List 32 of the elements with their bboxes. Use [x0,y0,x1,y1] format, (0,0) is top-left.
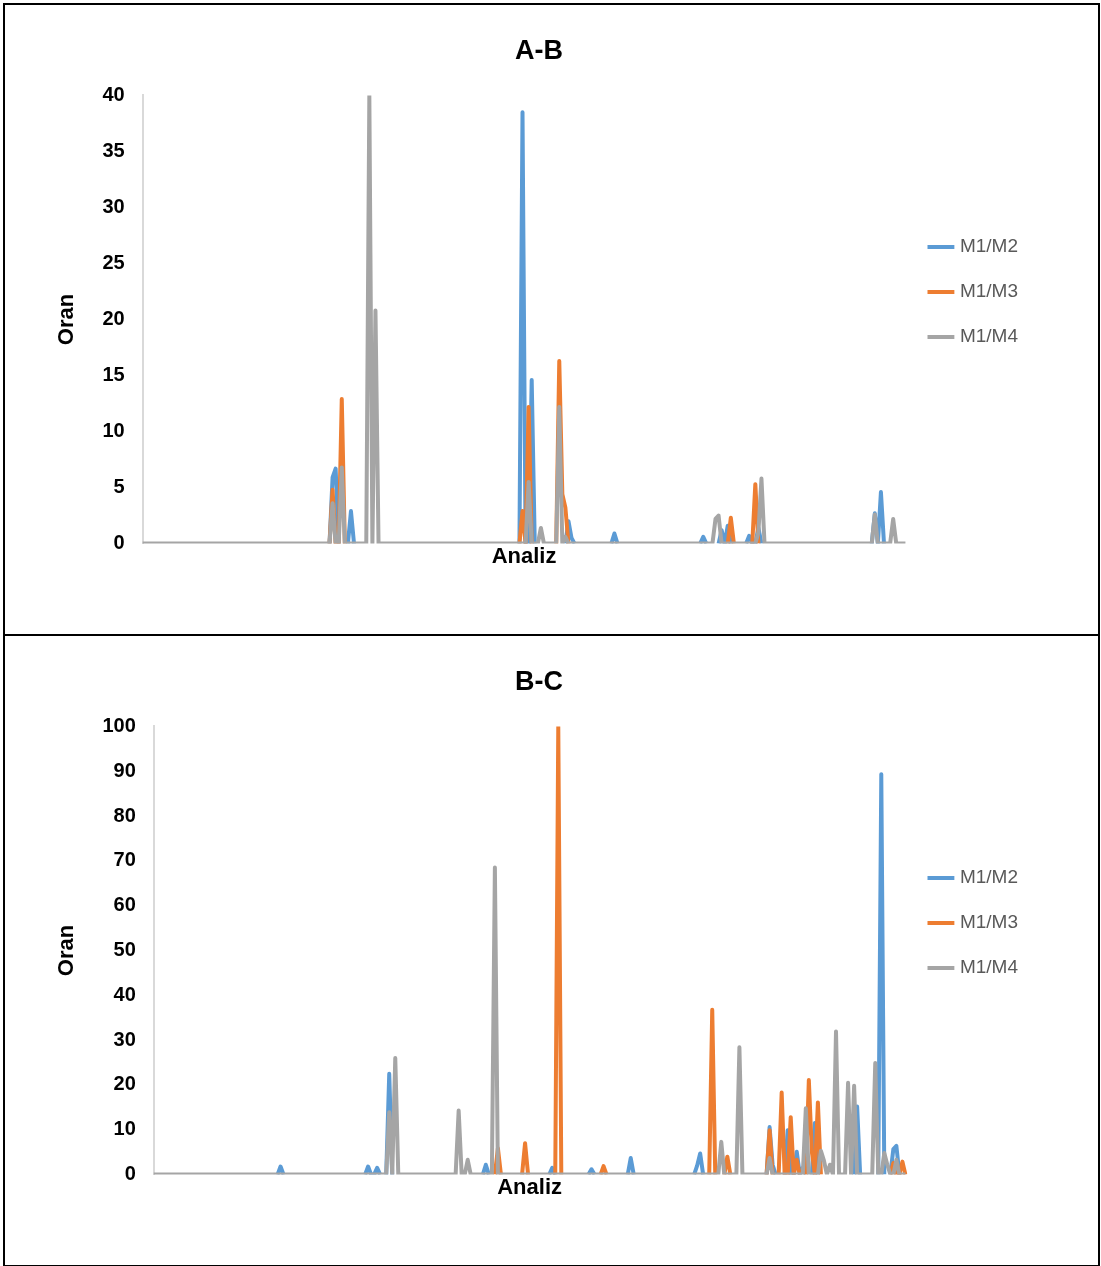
legend-label: M1/M4 [959,325,1019,347]
y-tick-label: 0 [124,1162,136,1185]
y-tick-label: 10 [102,419,125,442]
y-tick-label: 20 [102,307,125,330]
y-tick-label: 60 [113,893,136,916]
chart-title: A-B [515,34,563,65]
y-tick-label: 80 [113,803,136,826]
legend-label: M1/M3 [959,911,1019,933]
y-tick-label: 100 [102,713,136,736]
legend-label: M1/M2 [959,235,1019,257]
y-axis-title: Oran [53,924,79,977]
legend-label: M1/M3 [959,280,1019,302]
y-tick-label: 30 [102,194,125,217]
y-tick-label: 25 [102,250,125,273]
y-tick-label: 50 [113,938,136,961]
y-tick-label: 90 [113,758,136,781]
y-tick-label: 30 [113,1027,136,1050]
y-tick-label: 20 [113,1072,136,1095]
y-axis-title: Oran [53,293,79,346]
x-axis-title: Analiz [491,542,557,568]
chart-title: B-C [515,665,563,696]
y-tick-label: 40 [113,982,136,1005]
y-tick-label: 10 [113,1117,136,1140]
legend-label: M1/M2 [959,866,1019,888]
y-tick-label: 70 [113,848,136,871]
y-tick-label: 0 [113,531,125,554]
y-tick-label: 5 [113,475,125,498]
y-tick-label: 35 [102,138,125,161]
y-tick-label: 40 [102,82,125,105]
legend-label: M1/M4 [959,956,1019,978]
x-axis-title: Analiz [497,1173,562,1199]
y-tick-label: 15 [102,363,125,386]
